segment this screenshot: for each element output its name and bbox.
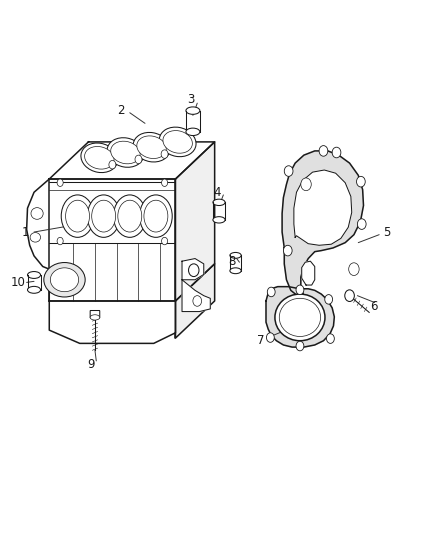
Circle shape: [325, 295, 332, 304]
Ellipse shape: [230, 253, 241, 259]
Ellipse shape: [186, 128, 200, 135]
Circle shape: [301, 178, 311, 191]
Ellipse shape: [275, 294, 325, 341]
Circle shape: [161, 150, 168, 158]
Circle shape: [332, 147, 341, 158]
Polygon shape: [49, 301, 176, 343]
Circle shape: [162, 237, 168, 245]
Circle shape: [357, 176, 365, 187]
Circle shape: [135, 155, 142, 164]
Ellipse shape: [159, 127, 196, 157]
Ellipse shape: [28, 271, 41, 278]
Text: 9: 9: [87, 358, 94, 371]
Ellipse shape: [30, 232, 41, 242]
Ellipse shape: [137, 136, 166, 158]
FancyBboxPatch shape: [90, 311, 100, 318]
Circle shape: [345, 290, 354, 302]
Ellipse shape: [90, 315, 100, 320]
Ellipse shape: [31, 208, 43, 219]
Polygon shape: [282, 151, 364, 296]
Ellipse shape: [81, 143, 118, 173]
Circle shape: [267, 287, 275, 297]
Text: 8: 8: [228, 255, 236, 268]
Polygon shape: [49, 179, 176, 301]
Circle shape: [349, 263, 359, 276]
Ellipse shape: [111, 141, 140, 164]
Text: 1: 1: [21, 225, 29, 239]
Ellipse shape: [279, 298, 321, 336]
Ellipse shape: [61, 195, 94, 237]
Ellipse shape: [144, 200, 168, 232]
Text: 4: 4: [213, 186, 221, 199]
Ellipse shape: [113, 195, 146, 237]
Circle shape: [357, 219, 366, 229]
Circle shape: [296, 341, 304, 351]
Ellipse shape: [213, 199, 225, 206]
Polygon shape: [266, 287, 334, 347]
Ellipse shape: [118, 200, 142, 232]
Ellipse shape: [107, 138, 144, 167]
Ellipse shape: [44, 263, 85, 297]
Text: 7: 7: [257, 334, 264, 347]
Circle shape: [326, 334, 334, 343]
Circle shape: [188, 264, 199, 277]
Polygon shape: [302, 261, 315, 285]
Polygon shape: [176, 142, 215, 301]
Polygon shape: [182, 259, 204, 280]
Circle shape: [284, 166, 293, 176]
Ellipse shape: [163, 131, 192, 153]
Polygon shape: [294, 170, 352, 245]
Circle shape: [109, 160, 116, 169]
Circle shape: [57, 237, 63, 245]
Ellipse shape: [133, 132, 170, 162]
Ellipse shape: [28, 286, 41, 293]
Polygon shape: [182, 280, 210, 312]
Circle shape: [266, 333, 274, 342]
Ellipse shape: [186, 107, 200, 114]
Ellipse shape: [230, 268, 241, 273]
Polygon shape: [49, 142, 215, 179]
Ellipse shape: [85, 147, 114, 169]
Ellipse shape: [92, 200, 116, 232]
Ellipse shape: [50, 268, 79, 292]
Text: 10: 10: [11, 276, 25, 289]
Text: 6: 6: [370, 300, 377, 313]
Ellipse shape: [66, 200, 89, 232]
Circle shape: [319, 146, 328, 156]
Ellipse shape: [140, 195, 172, 237]
Ellipse shape: [87, 195, 120, 237]
Text: 5: 5: [383, 225, 390, 239]
Circle shape: [283, 245, 292, 256]
Circle shape: [296, 285, 304, 295]
Circle shape: [193, 296, 201, 306]
Circle shape: [57, 179, 63, 187]
Text: 2: 2: [117, 103, 125, 117]
Ellipse shape: [213, 216, 225, 223]
Polygon shape: [176, 264, 215, 338]
Text: 3: 3: [187, 93, 194, 106]
Circle shape: [162, 179, 168, 187]
